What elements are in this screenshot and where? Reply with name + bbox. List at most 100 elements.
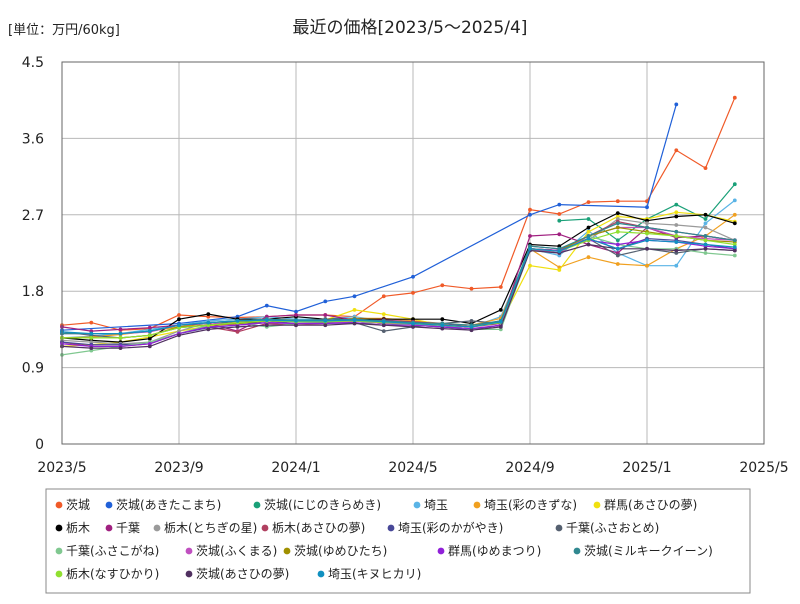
legend-label: 茨城(ふくまる): [196, 544, 277, 558]
data-point: [323, 313, 328, 317]
data-point: [177, 323, 181, 328]
data-point: [674, 202, 679, 207]
legend-item: 茨城(あきたこまち): [105, 498, 221, 512]
data-point: [381, 323, 386, 328]
data-point: [674, 102, 679, 107]
data-point: [235, 325, 240, 329]
legend-marker: [283, 547, 291, 555]
y-tick-label: 3.6: [22, 131, 44, 147]
data-point: [615, 221, 620, 226]
series-line: [61, 211, 735, 347]
data-point: [89, 336, 94, 340]
legend-item: 栃木(なすひかり): [55, 567, 159, 581]
legend-marker: [185, 547, 193, 555]
legend-label: 栃木: [66, 521, 90, 535]
series-line: [61, 237, 735, 335]
y-tick-label: 0.9: [22, 361, 44, 377]
y-tick-label: 0: [35, 437, 44, 453]
legend-label: 栃木(とちぎの星): [164, 521, 257, 535]
data-point: [294, 319, 298, 323]
legend-label: 千葉(ふさおとめ): [566, 521, 659, 535]
data-point: [732, 248, 737, 253]
data-point: [352, 308, 357, 312]
data-point: [411, 291, 415, 295]
x-axis-ticks: 2023/5 2023/9 2024/1 2024/5 2024/9 2025/1 2025…: [37, 460, 788, 476]
legend-marker: [55, 547, 63, 555]
data-point: [323, 319, 328, 323]
data-point: [586, 234, 591, 238]
data-point: [732, 182, 737, 187]
legend-marker: [593, 501, 601, 509]
data-point: [498, 285, 503, 289]
data-point: [674, 229, 679, 234]
data-point: [264, 303, 269, 308]
legend-item: 茨城(ゆめひたち): [283, 544, 387, 558]
series-line: [61, 239, 735, 347]
data-point: [352, 318, 357, 322]
legend-marker: [105, 524, 113, 532]
data-point: [557, 244, 562, 249]
data-point: [645, 225, 649, 230]
data-point: [557, 249, 562, 254]
legend-item: 埼玉(彩のかがやき): [387, 520, 503, 535]
data-point: [703, 242, 708, 247]
legend-marker: [437, 547, 445, 555]
data-point: [674, 210, 679, 215]
legend-item: 茨城(ふくまる): [185, 544, 277, 558]
data-point: [732, 221, 737, 226]
data-point: [206, 327, 211, 332]
data-point: [615, 262, 620, 266]
legend-marker: [555, 524, 563, 532]
data-point: [264, 318, 269, 322]
data-point: [411, 317, 415, 322]
data-point: [703, 246, 708, 251]
data-point: [411, 325, 415, 329]
legend-label: 千葉(ふさこがね): [66, 543, 159, 558]
series-lines: [60, 95, 737, 357]
data-point: [528, 212, 532, 217]
data-point: [674, 240, 679, 244]
data-point: [498, 319, 503, 324]
legend-marker: [473, 501, 481, 509]
data-point: [557, 212, 562, 216]
legend-marker: [185, 570, 193, 578]
data-point: [440, 326, 445, 331]
legend-label: 埼玉(キヌヒカリ): [328, 567, 421, 581]
legend-label: 千葉: [116, 521, 140, 535]
data-point: [703, 166, 708, 171]
data-point: [586, 225, 591, 230]
data-point: [703, 225, 708, 230]
data-point: [89, 340, 94, 344]
legend-marker: [105, 501, 113, 509]
data-point: [732, 212, 737, 217]
data-point: [206, 323, 211, 328]
legend-label: 茨城(にじのきらめき): [264, 498, 381, 512]
data-point: [206, 320, 211, 325]
data-point: [147, 329, 152, 333]
data-point: [586, 242, 591, 247]
legend-marker: [55, 524, 63, 532]
data-point: [89, 346, 94, 350]
data-point: [557, 232, 562, 237]
data-point: [323, 323, 328, 328]
data-point: [586, 217, 591, 221]
data-point: [147, 336, 152, 341]
data-point: [206, 312, 211, 316]
x-tick-label: 2025/5: [739, 460, 788, 476]
data-point: [381, 312, 386, 316]
data-point: [615, 246, 620, 251]
data-point: [177, 317, 181, 322]
data-point: [235, 319, 240, 323]
series-18: [60, 242, 737, 350]
legend-item: 埼玉(キヌヒカリ): [317, 567, 421, 581]
data-point: [118, 336, 123, 340]
data-point: [645, 231, 649, 236]
data-point: [615, 211, 620, 216]
data-point: [440, 323, 445, 328]
data-point: [235, 330, 240, 334]
legend-item: 茨城(ミルキークイーン): [573, 544, 713, 558]
legend-marker: [261, 524, 269, 532]
legend-label: 群馬(ゆめまつり): [448, 544, 541, 558]
data-point: [557, 268, 562, 272]
data-point: [645, 263, 649, 268]
